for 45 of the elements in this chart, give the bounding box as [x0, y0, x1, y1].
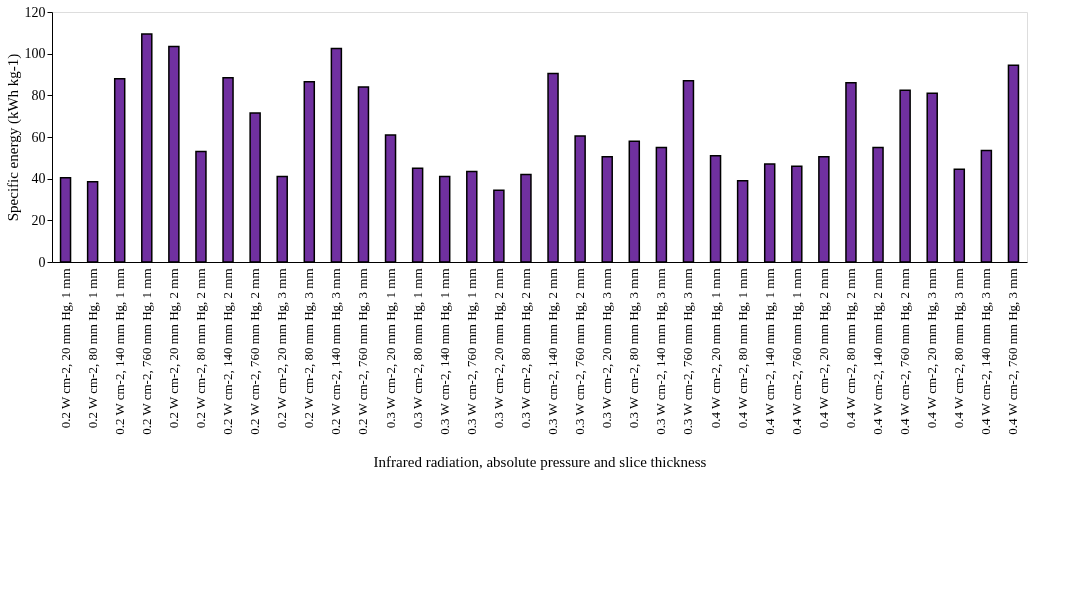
x-tick-label: 0.3 W cm-2, 20 mm Hg, 3 mm	[599, 268, 615, 429]
x-tick-label: 0.2 W cm-2, 140 mm Hg, 2 mm	[220, 268, 236, 435]
y-axis-title: Specific energy (kWh kg-1)	[4, 53, 22, 222]
y-tick-label: 120	[24, 4, 46, 20]
x-tick-label: 0.3 W cm-2, 140 mm Hg, 2 mm	[545, 268, 561, 435]
x-tick-label: 0.3 W cm-2, 20 mm Hg, 2 mm	[490, 268, 506, 429]
x-tick-label: 0.4 W cm-2, 760 mm Hg, 3 mm	[1005, 268, 1021, 435]
x-tick-label: 0.4 W cm-2, 80 mm Hg, 1 mm	[734, 268, 750, 429]
x-tick-label: 0.2 W cm-2, 20 mm Hg, 1 mm	[57, 268, 73, 429]
x-tick-label: 0.4 W cm-2, 760 mm Hg, 1 mm	[788, 268, 804, 435]
y-tick-label: 60	[31, 129, 46, 145]
x-tick-label: 0.4 W cm-2, 760 mm Hg, 2 mm	[897, 268, 913, 435]
x-tick-label: 0.3 W cm-2, 20 mm Hg, 1 mm	[382, 268, 398, 429]
x-tick-label: 0.2 W cm-2, 80 mm Hg, 3 mm	[301, 268, 317, 429]
y-tick-label: 0	[38, 254, 46, 270]
y-tick-label: 20	[31, 212, 46, 228]
x-tick-label: 0.2 W cm-2, 760 mm Hg, 3 mm	[355, 268, 371, 435]
x-axis-title: Infrared radiation, absolute pressure and slice thickness	[373, 454, 707, 471]
x-tick-label: 0.4 W cm-2, 140 mm Hg, 3 mm	[978, 268, 994, 435]
x-tick-label: 0.3 W cm-2, 760 mm Hg, 3 mm	[680, 268, 696, 435]
y-tick-label: 80	[31, 87, 46, 103]
x-tick-label: 0.2 W cm-2, 20 mm Hg, 2 mm	[165, 268, 181, 429]
x-tick-label: 0.4 W cm-2, 20 mm Hg, 1 mm	[707, 268, 723, 429]
x-tick-label: 0.3 W cm-2, 80 mm Hg, 2 mm	[517, 268, 533, 429]
x-tick-label: 0.4 W cm-2, 80 mm Hg, 2 mm	[842, 268, 858, 429]
x-tick-label: 0.3 W cm-2, 760 mm Hg, 1 mm	[463, 268, 479, 435]
x-tick-label: 0.2 W cm-2, 20 mm Hg, 3 mm	[274, 268, 290, 429]
x-tick-label: 0.4 W cm-2, 80 mm Hg, 3 mm	[951, 268, 967, 429]
x-tick-label: 0.4 W cm-2, 20 mm Hg, 3 mm	[924, 268, 940, 429]
y-tick-label: 100	[24, 46, 46, 62]
x-tick-label: 0.2 W cm-2, 80 mm Hg, 1 mm	[84, 268, 100, 429]
x-tick-label: 0.2 W cm-2, 140 mm Hg, 1 mm	[111, 268, 127, 435]
x-tick-label: 0.3 W cm-2, 140 mm Hg, 3 mm	[653, 268, 669, 435]
x-tick-label: 0.4 W cm-2, 140 mm Hg, 1 mm	[761, 268, 777, 435]
x-tick-label: 0.2 W cm-2, 760 mm Hg, 2 mm	[247, 268, 263, 435]
x-tick-label: 0.2 W cm-2, 140 mm Hg, 3 mm	[328, 268, 344, 435]
x-tick-label: 0.3 W cm-2, 80 mm Hg, 1 mm	[409, 268, 425, 429]
x-tick-label: 0.4 W cm-2, 20 mm Hg, 2 mm	[815, 268, 831, 429]
x-tick-label: 0.3 W cm-2, 140 mm Hg, 1 mm	[436, 268, 452, 435]
x-tick-label: 0.2 W cm-2, 80 mm Hg, 2 mm	[192, 268, 208, 429]
x-tick-label: 0.2 W cm-2, 760 mm Hg, 1 mm	[138, 268, 154, 435]
x-tick-label: 0.4 W cm-2, 140 mm Hg, 2 mm	[870, 268, 886, 435]
x-tick-label: 0.3 W cm-2, 80 mm Hg, 3 mm	[626, 268, 642, 429]
x-tick-label: 0.3 W cm-2, 760 mm Hg, 2 mm	[572, 268, 588, 435]
y-tick-label: 40	[31, 171, 46, 187]
